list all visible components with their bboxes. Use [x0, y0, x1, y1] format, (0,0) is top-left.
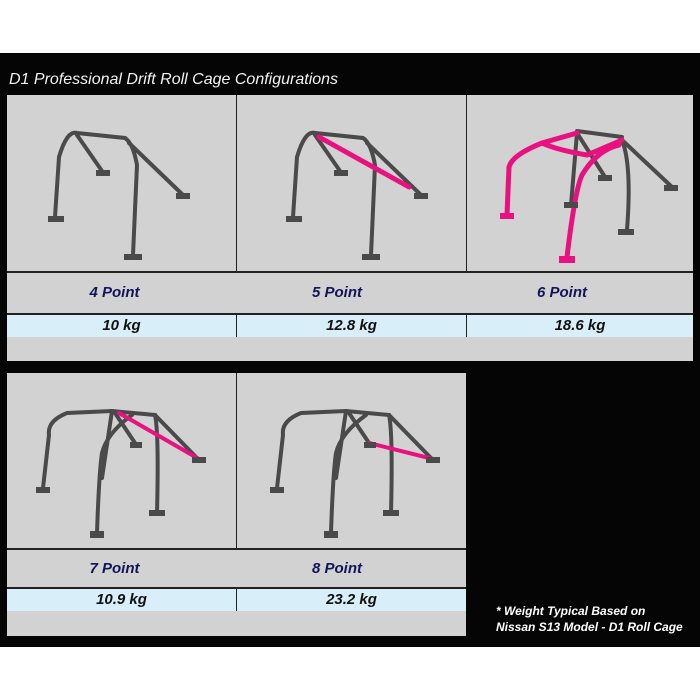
- footnote-line-1: * Weight Typical Based on: [496, 604, 646, 618]
- divider: [7, 271, 693, 273]
- cage-image-6-point: [467, 95, 693, 271]
- cage-image-8-point: [237, 373, 466, 548]
- cage-4-point-drawing: [48, 130, 190, 260]
- config-weight: 10.9 kg: [7, 589, 237, 611]
- cage-image-4-point: [7, 95, 237, 271]
- top-panel: 4 Point 5 Point 6 Point 10 kg 12.8 kg 18…: [7, 95, 693, 361]
- footnote-line-2: Nissan S13 Model - D1 Roll Cage: [496, 620, 683, 634]
- cage-6-point-drawing: [500, 129, 678, 263]
- cage-image-7-point: [7, 373, 237, 548]
- config-weight: 10 kg: [7, 315, 237, 337]
- config-label: 5 Point: [311, 284, 362, 301]
- bottom-panel: 7 Point 8 Point 10.9 kg 23.2 kg: [7, 373, 466, 636]
- config-label: 4 Point: [89, 284, 140, 301]
- footnote: * Weight Typical Based on Nissan S13 Mod…: [496, 603, 683, 635]
- cage-7-point-drawing: [36, 408, 206, 538]
- config-weight: 23.2 kg: [237, 589, 466, 611]
- divider: [7, 548, 466, 550]
- cage-8-point-drawing: [270, 408, 440, 538]
- divider: [7, 587, 466, 589]
- config-label: 7 Point: [89, 560, 140, 577]
- divider: [7, 313, 693, 315]
- cage-image-5-point: [237, 95, 467, 271]
- config-label: 6 Point: [536, 284, 587, 301]
- page-title: D1 Professional Drift Roll Cage Configur…: [9, 71, 339, 88]
- cage-5-point-drawing: [286, 130, 428, 260]
- config-weight: 12.8 kg: [237, 315, 467, 337]
- config-label: 8 Point: [311, 560, 362, 577]
- config-weight: 18.6 kg: [467, 315, 693, 337]
